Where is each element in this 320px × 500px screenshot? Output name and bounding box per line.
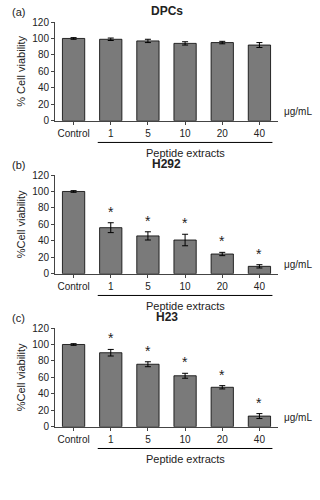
- svg-text:%Cell viability: %Cell viability: [15, 343, 27, 411]
- svg-text:H292: H292: [152, 157, 181, 171]
- svg-text:0: 0: [43, 115, 49, 126]
- svg-text:1: 1: [108, 128, 114, 139]
- svg-text:20: 20: [217, 281, 229, 292]
- svg-text:5: 5: [145, 128, 151, 139]
- svg-text:10: 10: [180, 128, 192, 139]
- svg-text:80: 80: [38, 49, 50, 60]
- svg-text:100: 100: [32, 339, 49, 350]
- svg-text:μg/mL: μg/mL: [284, 106, 312, 117]
- svg-text:*: *: [182, 354, 188, 370]
- svg-text:% Cell viability: % Cell viability: [15, 35, 27, 106]
- svg-text:1: 1: [108, 281, 114, 292]
- svg-text:20: 20: [38, 252, 50, 263]
- svg-text:Peptide extracts: Peptide extracts: [146, 453, 225, 465]
- svg-text:100: 100: [32, 186, 49, 197]
- svg-text:0: 0: [43, 421, 49, 432]
- svg-text:*: *: [182, 215, 188, 231]
- svg-text:120: 120: [32, 17, 49, 28]
- svg-text:1: 1: [108, 434, 114, 445]
- svg-text:20: 20: [217, 128, 229, 139]
- svg-text:10: 10: [180, 281, 192, 292]
- svg-text:20: 20: [38, 99, 50, 110]
- svg-text:*: *: [219, 233, 225, 249]
- svg-text:60: 60: [38, 66, 50, 77]
- svg-text:*: *: [145, 213, 151, 229]
- svg-text:μg/mL: μg/mL: [284, 412, 312, 423]
- svg-text:40: 40: [38, 82, 50, 93]
- svg-text:40: 40: [254, 434, 266, 445]
- svg-text:Control: Control: [57, 281, 89, 292]
- svg-text:Control: Control: [57, 434, 89, 445]
- svg-text:%Cell viability: %Cell viability: [15, 190, 27, 258]
- svg-text:*: *: [145, 343, 151, 359]
- svg-text:20: 20: [38, 405, 50, 416]
- svg-text:60: 60: [38, 219, 50, 230]
- svg-text:H23: H23: [156, 310, 178, 324]
- svg-text:120: 120: [32, 170, 49, 181]
- svg-text:5: 5: [145, 434, 151, 445]
- svg-text:80: 80: [38, 202, 50, 213]
- svg-text:10: 10: [180, 434, 192, 445]
- svg-text:*: *: [256, 246, 262, 262]
- svg-text:80: 80: [38, 355, 50, 366]
- svg-text:Peptide extracts: Peptide extracts: [146, 147, 225, 159]
- svg-text:*: *: [256, 395, 262, 411]
- svg-text:*: *: [108, 204, 114, 220]
- svg-text:40: 40: [38, 388, 50, 399]
- svg-text:0: 0: [43, 268, 49, 279]
- svg-text:DPCs: DPCs: [151, 4, 183, 18]
- svg-text:*: *: [219, 367, 225, 383]
- svg-text:5: 5: [145, 281, 151, 292]
- svg-text:*: *: [108, 330, 114, 346]
- svg-text:(b): (b): [12, 159, 25, 171]
- svg-text:40: 40: [254, 128, 266, 139]
- svg-text:40: 40: [254, 281, 266, 292]
- svg-text:40: 40: [38, 235, 50, 246]
- svg-text:μg/mL: μg/mL: [284, 259, 312, 270]
- svg-text:20: 20: [217, 434, 229, 445]
- svg-text:120: 120: [32, 323, 49, 334]
- svg-text:Peptide extracts: Peptide extracts: [146, 300, 225, 312]
- svg-text:60: 60: [38, 372, 50, 383]
- svg-text:(c): (c): [12, 312, 25, 324]
- svg-text:Control: Control: [57, 128, 89, 139]
- svg-text:100: 100: [32, 33, 49, 44]
- svg-text:(a): (a): [12, 6, 25, 18]
